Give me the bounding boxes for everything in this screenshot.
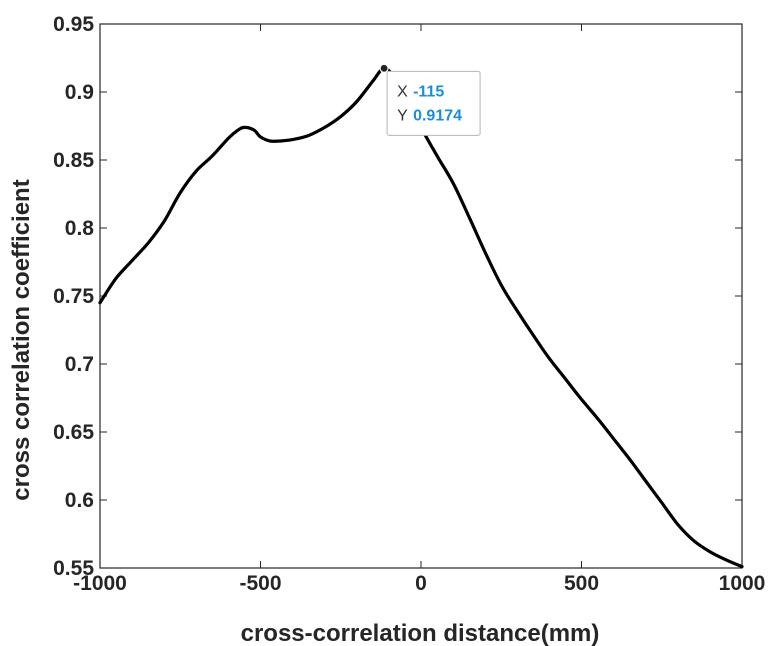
datatip-x-label: X [397,83,408,100]
y-tick-label: 0.75 [53,285,94,308]
y-tick-label: 0.55 [53,557,94,580]
y-tick-label: 0.9 [65,81,94,104]
datatip-layer: X -115 Y 0.9174 [379,63,481,136]
datatip-marker[interactable] [379,63,389,73]
y-tick-label: 0.95 [53,13,94,36]
x-tick-label: -1000 [73,572,127,595]
y-tick-label: 0.7 [65,353,94,376]
x-tick-label: 0 [415,572,427,595]
y-tick-label: 0.65 [53,421,94,444]
y-tick-label: 0.8 [65,217,95,240]
x-tick-label: -500 [239,572,281,595]
y-tick-label: 0.85 [53,149,94,172]
line-layer [98,66,744,569]
y-axis-label: cross correlation coefficient [8,179,35,500]
x-axis-label: cross-correlation distance(mm) [241,620,600,646]
datatip-box [386,70,481,136]
datatip-x-value: -115 [413,83,444,100]
datatip-y-label: Y [397,107,408,124]
x-tick-label: 1000 [719,572,766,595]
axes: -1000 -500 0 500 1000 0.55 0.6 0.65 0.7 0.75 0.8 0.… [53,13,765,595]
datatip-y-value: 0.9174 [413,107,462,124]
series-line [98,66,744,569]
y-tick-label: 0.6 [65,489,94,512]
x-tick-label: 500 [564,572,599,595]
